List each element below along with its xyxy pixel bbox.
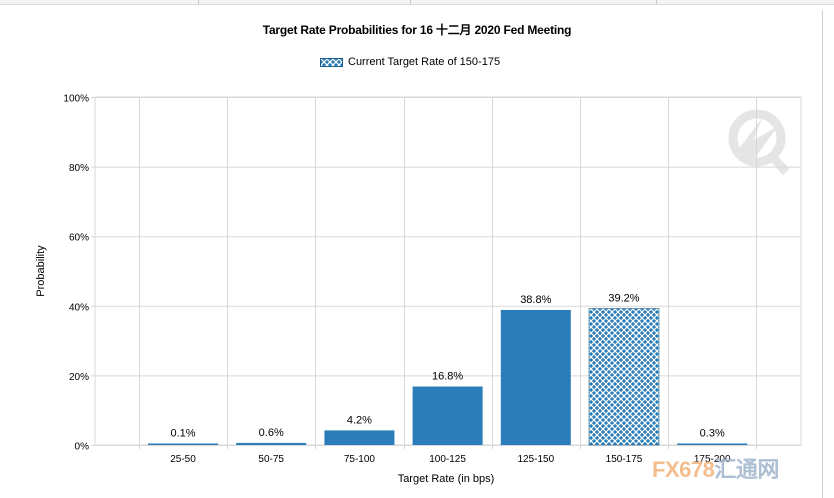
tab-divider	[410, 0, 411, 4]
window-top-strip	[0, 0, 834, 5]
y-tick-label: 20%	[69, 372, 89, 383]
bar-150-175[interactable]	[588, 308, 660, 446]
watermark-q-icon	[728, 109, 790, 175]
watermark-logo: FX678汇通网	[652, 452, 779, 482]
legend-label: Current Target Rate of 150-175	[348, 56, 501, 68]
x-tick-label: 100-125	[429, 454, 466, 465]
watermark-brand-primary: FX678	[652, 457, 715, 482]
y-tick-label: 60%	[69, 233, 89, 244]
bar-value-label: 16.8%	[432, 371, 463, 383]
bar-value-label: 39.2%	[608, 293, 639, 305]
window-right-border	[822, 10, 823, 498]
y-tick-label: 40%	[69, 302, 89, 313]
y-tick-label: 0%	[75, 442, 90, 453]
bar-125-150[interactable]	[500, 309, 571, 445]
tab-divider	[656, 0, 657, 4]
watermark-brand-secondary: 汇通网	[714, 457, 779, 482]
x-tick-label: 150-175	[606, 454, 643, 465]
bar-175-200[interactable]	[677, 443, 748, 446]
x-tick-label: 125-150	[517, 454, 554, 465]
tab-divider	[198, 0, 199, 4]
bar-value-label: 4.2%	[347, 414, 372, 426]
bar-value-label: 38.8%	[520, 294, 551, 306]
y-tick-label: 80%	[69, 163, 89, 174]
x-tick-label: 175-200	[694, 454, 731, 465]
bar-value-label: 0.3%	[700, 428, 725, 440]
y-tick-label: 100%	[63, 94, 89, 105]
x-tick-label: 25-50	[170, 454, 196, 465]
legend-hatch-swatch	[320, 57, 343, 67]
bar-25-50[interactable]	[148, 443, 218, 446]
x-axis-label: Target Rate (in bps)	[398, 473, 495, 485]
bar-50-75[interactable]	[236, 442, 307, 445]
x-tick-label: 50-75	[258, 454, 284, 465]
x-tick-label: 75-100	[344, 454, 376, 465]
y-axis-label: Probability	[35, 245, 47, 297]
chart-title: Target Rate Probabilities for 16 十二月 202…	[262, 23, 572, 37]
bar-100-125[interactable]	[412, 386, 483, 445]
bar-75-100[interactable]	[324, 430, 395, 445]
chart-legend[interactable]: Current Target Rate of 150-175	[320, 55, 500, 69]
bar-value-label: 0.1%	[170, 428, 195, 440]
bar-value-label: 0.6%	[259, 427, 284, 439]
